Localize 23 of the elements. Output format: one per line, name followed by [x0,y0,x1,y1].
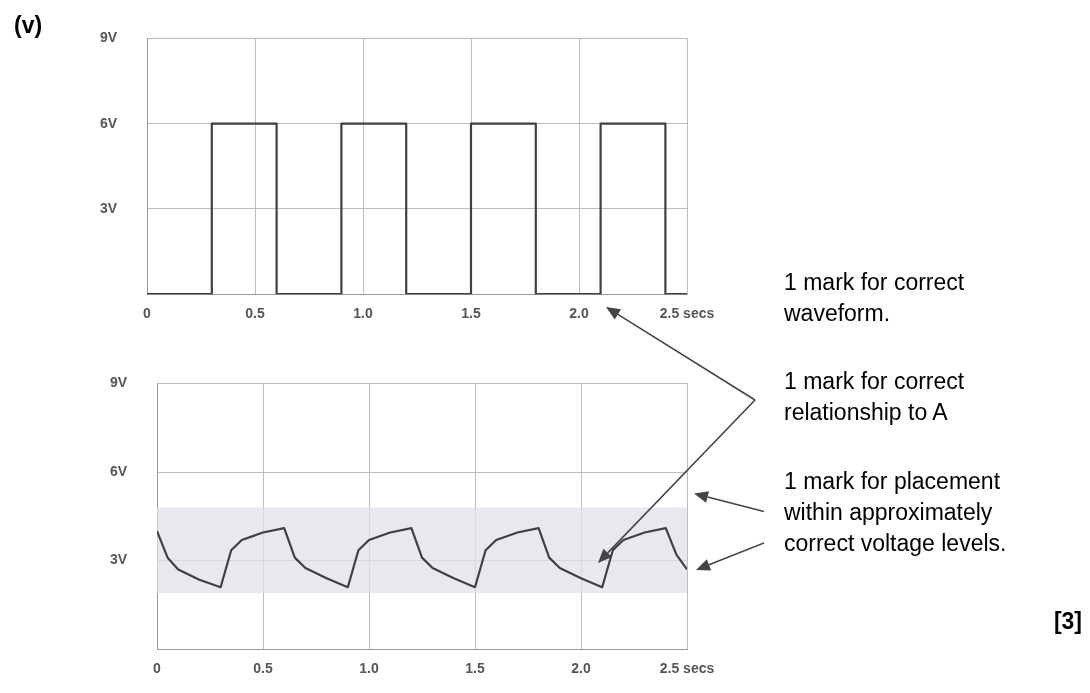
x-tick-label: 1.0 [353,305,373,322]
y-tick-label: 6V [99,114,118,131]
y-tick-label: 6V [109,462,128,479]
x-tick-label: 2.5 secs [659,305,715,322]
text: (v) [14,11,43,40]
text: 1 mark for placement within approximately correct voltage levels. [784,467,1008,558]
x-tick-label: 2.5 secs [659,660,715,677]
text: [3] [1053,607,1082,636]
x-tick-label: 1.5 [465,660,485,677]
y-tick-label: 9V [99,29,118,46]
x-tick-label: 0.5 [245,305,265,322]
x-tick-label: 0.5 [253,660,273,677]
x-tick-label: 0 [143,305,152,322]
y-tick-label: 3V [109,551,128,568]
x-tick-label: 2.0 [571,660,591,677]
text: 1 mark for correct waveform. [784,268,966,328]
x-tick-label: 0 [153,660,162,677]
x-tick-label: 1.0 [359,660,379,677]
y-tick-label: 3V [99,199,118,216]
x-tick-label: 2.0 [569,305,589,322]
x-tick-label: 1.5 [461,305,481,322]
y-tick-label: 9V [109,374,128,391]
text: 1 mark for correct relationship to A [784,367,966,427]
